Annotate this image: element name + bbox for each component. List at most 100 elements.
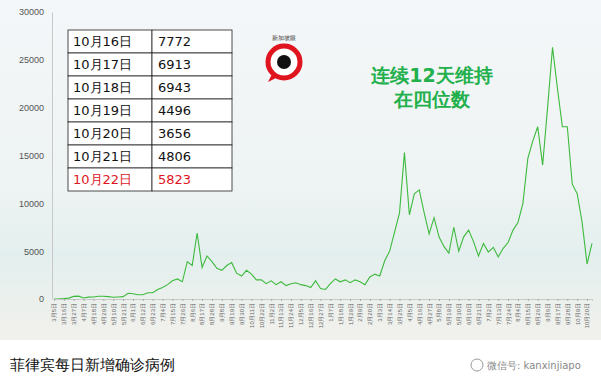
x-tick-mark (291, 299, 292, 301)
x-tick-label: 11月24日 (288, 303, 294, 328)
x-tick-label: 4月27日 (427, 303, 433, 325)
x-tick: 8月15日 (525, 299, 531, 325)
table-cell (152, 53, 232, 76)
x-tick-mark (528, 299, 529, 301)
x-tick: 9月28日 (565, 299, 571, 325)
x-tick-mark (321, 299, 322, 301)
y-tick: 5000 (24, 247, 52, 257)
logo-eye (277, 55, 291, 69)
table-cell (68, 76, 152, 99)
table-cell (68, 168, 152, 191)
x-tick-mark (449, 299, 450, 301)
x-tick-label: 7月4日 (160, 303, 166, 322)
x-tick-label: 5月21日 (121, 303, 127, 325)
x-tick-label: 10月22日 (259, 303, 265, 328)
source-icon (471, 359, 483, 371)
x-tick-mark (577, 299, 578, 301)
x-tick: 8月4日 (515, 299, 521, 322)
x-tick-mark (478, 299, 479, 301)
x-tick-mark (360, 299, 361, 301)
x-tick: 10月22日 (259, 299, 265, 328)
y-tick-label: 10000 (19, 199, 44, 209)
x-tick: 8月28日 (209, 299, 215, 325)
table-cell (152, 122, 232, 145)
x-tick-label: 4月18日 (91, 303, 97, 325)
table-cell (152, 168, 232, 191)
x-tick-mark (409, 299, 410, 301)
y-tick: 15000 (19, 151, 52, 161)
y-tick-label: 0 (39, 294, 44, 304)
x-tick-label: 9月17日 (555, 303, 561, 325)
x-tick-label: 2月9日 (357, 303, 363, 322)
x-tick-mark (133, 299, 134, 301)
y-tick-label: 15000 (19, 151, 44, 161)
chart: 0500010000150002000025000300003月5日3月16日3… (0, 0, 601, 389)
x-tick: 2月9日 (357, 299, 363, 322)
x-tick: 3月14日 (387, 299, 393, 325)
x-tick-mark (508, 299, 509, 301)
x-tick: 6月21日 (476, 299, 482, 325)
table-cell (68, 53, 152, 76)
source: 微信号: kanxinjiapo (487, 360, 581, 371)
y-tick-label: 20000 (19, 103, 44, 113)
x-tick-mark (93, 299, 94, 301)
x-tick-label: 9月8日 (219, 303, 225, 322)
x-tick-mark (538, 299, 539, 301)
x-tick-mark (113, 299, 114, 301)
x-tick-label: 10月11日 (249, 303, 255, 328)
table-cell (152, 30, 232, 53)
x-tick-label: 8月26日 (535, 303, 541, 325)
x-tick-mark (212, 299, 213, 301)
x-tick-label: 8月17日 (199, 303, 205, 325)
x-tick-mark (232, 299, 233, 301)
x-tick: 11月24日 (288, 299, 294, 328)
x-tick-label: 3月27日 (71, 303, 77, 325)
x-tick-label: 1月29日 (348, 303, 354, 325)
table-cell (68, 145, 152, 168)
x-tick-mark (143, 299, 144, 301)
x-tick-label: 5月8日 (436, 303, 442, 322)
x-tick-mark (340, 299, 341, 301)
x-tick-label: 11月2日 (269, 303, 275, 325)
y-tick-label: 30000 (19, 7, 44, 17)
x-tick: 12月5日 (298, 299, 304, 325)
x-tick: 5月10日 (111, 299, 117, 325)
x-tick: 6月10日 (466, 299, 472, 325)
x-tick: 11月13日 (278, 299, 284, 328)
x-tick-mark (587, 299, 588, 301)
x-tick: 7月13日 (496, 299, 502, 325)
logo-ring (268, 46, 300, 78)
y-tick: 0 (39, 294, 52, 304)
table-cell (152, 145, 232, 168)
x-tick-label: 7月15日 (170, 303, 176, 325)
x-tick: 7月4日 (160, 299, 166, 322)
x-tick-mark (271, 299, 272, 301)
x-tick-label: 4月5日 (407, 303, 413, 322)
background (0, 0, 601, 340)
x-tick-label: 7月13日 (496, 303, 502, 325)
x-tick-mark (311, 299, 312, 301)
x-tick-mark (370, 299, 371, 301)
x-tick-mark (548, 299, 549, 301)
x-tick-mark (192, 299, 193, 301)
x-tick-mark (163, 299, 164, 301)
x-tick-label: 4月16日 (417, 303, 423, 325)
annotation: 连续12天维持 (370, 64, 492, 86)
x-tick: 9月8日 (219, 299, 225, 322)
x-tick-label: 9月6日 (545, 303, 551, 322)
x-tick-label: 12月27日 (318, 303, 324, 328)
table-value: 3656 (158, 126, 191, 141)
x-tick-mark (330, 299, 331, 301)
x-tick-label: 3月16日 (61, 303, 67, 325)
x-tick: 4月5日 (407, 299, 413, 322)
x-tick-mark (488, 299, 489, 301)
x-tick: 4月29日 (101, 299, 107, 325)
x-tick-mark (518, 299, 519, 301)
x-tick-label: 5月10日 (111, 303, 117, 325)
x-tick-label: 11月13日 (278, 303, 284, 328)
x-tick-label: 8月6日 (190, 303, 196, 322)
table-value: 5823 (158, 172, 191, 187)
x-tick-mark (251, 299, 252, 301)
x-tick-label: 5月19日 (446, 303, 452, 325)
table-date: 10月19日 (73, 103, 132, 118)
